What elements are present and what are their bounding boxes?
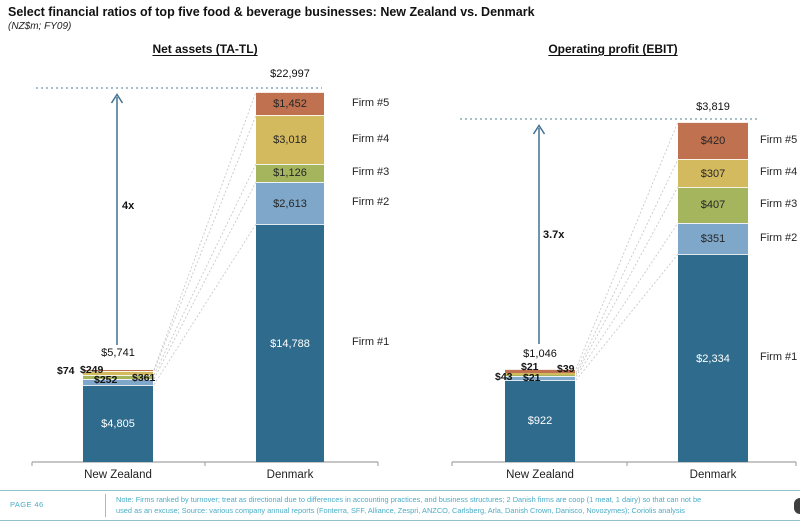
bar-segment-new_zealand-firm3 <box>83 374 153 379</box>
segment-value-label: $420 <box>700 135 726 148</box>
firm-name-label: Firm #3 <box>352 165 390 178</box>
right-nz-total-label: $1,046 <box>523 348 557 360</box>
segment-value-label: $3,018 <box>273 134 307 147</box>
bar-segment-new_zealand-firm3 <box>505 374 575 377</box>
bar-segment-new_zealand-firm4 <box>83 370 153 375</box>
bar-segment-new_zealand-firm2 <box>83 378 153 385</box>
bar-segment-denmark-firm2: $2,613 <box>256 182 324 225</box>
left-multiplier-arrow-head <box>110 93 124 104</box>
segment-value-label: $407 <box>700 199 726 212</box>
right-axis-ticks <box>451 462 797 466</box>
bar-segment-denmark-firm5: $420 <box>678 122 748 160</box>
left-nz-firm3-label: $252 <box>94 374 118 386</box>
bar-segment-new_zealand-firm2 <box>505 376 575 380</box>
footer-note-line2: used as an excuse; Source: various compa… <box>116 505 685 515</box>
firm-name-label: Firm #4 <box>760 166 798 179</box>
page-number: PAGE 46 <box>10 500 44 509</box>
left-nz-firm2-label: $361 <box>132 372 156 384</box>
firm-name-label: Firm #3 <box>760 197 798 210</box>
bar-segment-denmark-firm4: $3,018 <box>256 115 324 164</box>
firm-name-label: Firm #1 <box>760 351 798 364</box>
bar-segment-denmark-firm5: $1,452 <box>256 92 324 116</box>
bar-segment-new_zealand-firm1: $4,805 <box>83 384 153 462</box>
bar-segment-denmark-firm4: $307 <box>678 159 748 187</box>
firm-name-label: Firm #5 <box>352 96 390 109</box>
left-nz-total-label: $5,741 <box>101 347 135 359</box>
left-chart-title: Net assets (TA-TL) <box>152 42 258 56</box>
left-leader-dotted-lines <box>153 91 257 385</box>
firm-name-label: Firm #5 <box>760 133 798 146</box>
bar-segment-new_zealand-firm5 <box>83 369 153 371</box>
page-title: Select financial ratios of top five food… <box>8 5 535 19</box>
left-nz-firm5-label: $74 <box>57 365 75 377</box>
segment-value-label: $1,452 <box>273 98 307 111</box>
left-multiplier-label: 4x <box>122 200 135 212</box>
right-leader-dotted-lines <box>575 121 679 381</box>
firm-name-label: Firm #2 <box>352 196 390 209</box>
right-nz-firm2-label: $39 <box>557 363 575 375</box>
right-category-new-zealand: New Zealand <box>506 469 574 481</box>
bar-segment-denmark-firm2: $351 <box>678 222 748 255</box>
segment-value-label: $922 <box>527 415 553 428</box>
left-chart-decor <box>31 87 379 466</box>
right-nz-firm4-label: $21 <box>521 361 539 373</box>
right-multiplier-arrow-head <box>532 124 546 135</box>
right-category-denmark: Denmark <box>689 469 737 481</box>
firm-name-label: Firm #4 <box>352 132 390 145</box>
bar-segment-denmark-firm3: $1,126 <box>256 163 324 183</box>
logo-fragment <box>794 498 800 514</box>
firm-name-label: Firm #2 <box>760 231 798 244</box>
left-nz-firm4-label: $249 <box>80 364 104 376</box>
footer-bar: PAGE 46 Note: Firms ranked by turnover; … <box>0 490 800 521</box>
segment-value-label: $14,788 <box>270 337 310 350</box>
segment-value-label: $2,613 <box>273 197 307 210</box>
footer-note-line1: Note: Firms ranked by turnover; treat as… <box>116 495 702 504</box>
left-category-new-zealand: New Zealand <box>84 469 152 481</box>
bar-segment-new_zealand-firm4 <box>505 372 575 375</box>
bar-segment-denmark-firm1: $2,334 <box>678 254 748 462</box>
bar-segment-denmark-firm1: $14,788 <box>256 224 324 462</box>
segment-value-label: $2,334 <box>696 352 730 365</box>
segment-value-label: $307 <box>700 167 726 180</box>
segment-value-label: $1,126 <box>273 167 307 180</box>
left-dk-total-label: $22,997 <box>270 68 310 80</box>
left-axis-ticks <box>31 462 379 466</box>
right-nz-firm5-label: $43 <box>495 371 513 383</box>
bar-segment-denmark-firm3: $407 <box>678 186 748 223</box>
segment-value-label: $351 <box>700 233 726 246</box>
right-dk-total-label: $3,819 <box>696 101 730 113</box>
page-subtitle: (NZ$m; FY09) <box>8 21 72 32</box>
segment-value-label: $4,805 <box>101 417 135 430</box>
bar-segment-new_zealand-firm1: $922 <box>505 379 575 462</box>
firm-name-label: Firm #1 <box>352 336 390 349</box>
right-chart-title: Operating profit (EBIT) <box>548 42 678 56</box>
footer-note: Note: Firms ranked by turnover; treat as… <box>116 495 748 516</box>
right-nz-firm3-label: $21 <box>523 372 541 384</box>
left-category-denmark: Denmark <box>266 469 314 481</box>
bar-segment-new_zealand-firm5 <box>505 368 575 373</box>
right-chart-decor <box>451 118 797 466</box>
right-multiplier-label: 3.7x <box>543 229 565 241</box>
footer-divider <box>105 494 106 517</box>
